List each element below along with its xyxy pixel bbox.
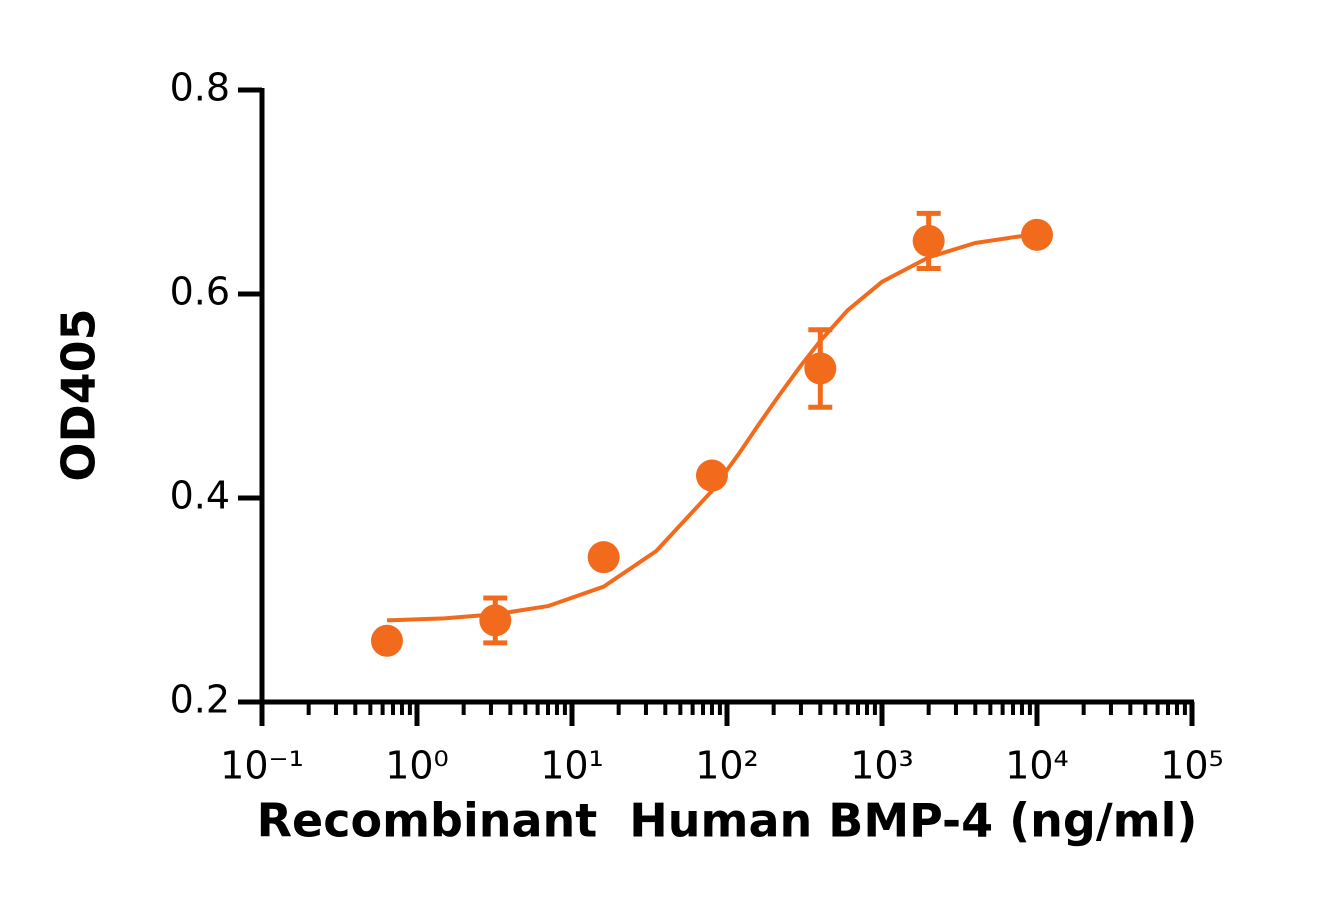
point bbox=[479, 604, 512, 637]
y-tick-label: 0.2 bbox=[170, 678, 230, 722]
y-axis-title: OD405 bbox=[52, 308, 106, 481]
point bbox=[587, 541, 620, 574]
y-tick-label: 0.4 bbox=[170, 474, 230, 518]
x-tick-label: 10⁴ bbox=[1005, 744, 1069, 788]
x-axis-title: Recombinant Human BMP-4 (ng/ml) bbox=[257, 794, 1198, 848]
y-tick-label: 0.8 bbox=[170, 66, 230, 110]
x-tick-label: 10³ bbox=[850, 744, 914, 788]
point bbox=[370, 624, 403, 657]
x-tick-label: 10⁻¹ bbox=[220, 744, 304, 788]
x-tick-label: 10² bbox=[695, 744, 759, 788]
point bbox=[912, 224, 945, 257]
x-tick-label: 10¹ bbox=[540, 744, 604, 788]
point bbox=[1021, 218, 1053, 251]
fit-curve bbox=[386, 231, 1038, 623]
point bbox=[695, 459, 728, 492]
x-tick-label: 10⁰ bbox=[385, 744, 449, 788]
y-tick-label: 0.6 bbox=[170, 270, 230, 314]
x-tick-label: 10⁵ bbox=[1160, 744, 1224, 788]
point bbox=[804, 352, 837, 385]
